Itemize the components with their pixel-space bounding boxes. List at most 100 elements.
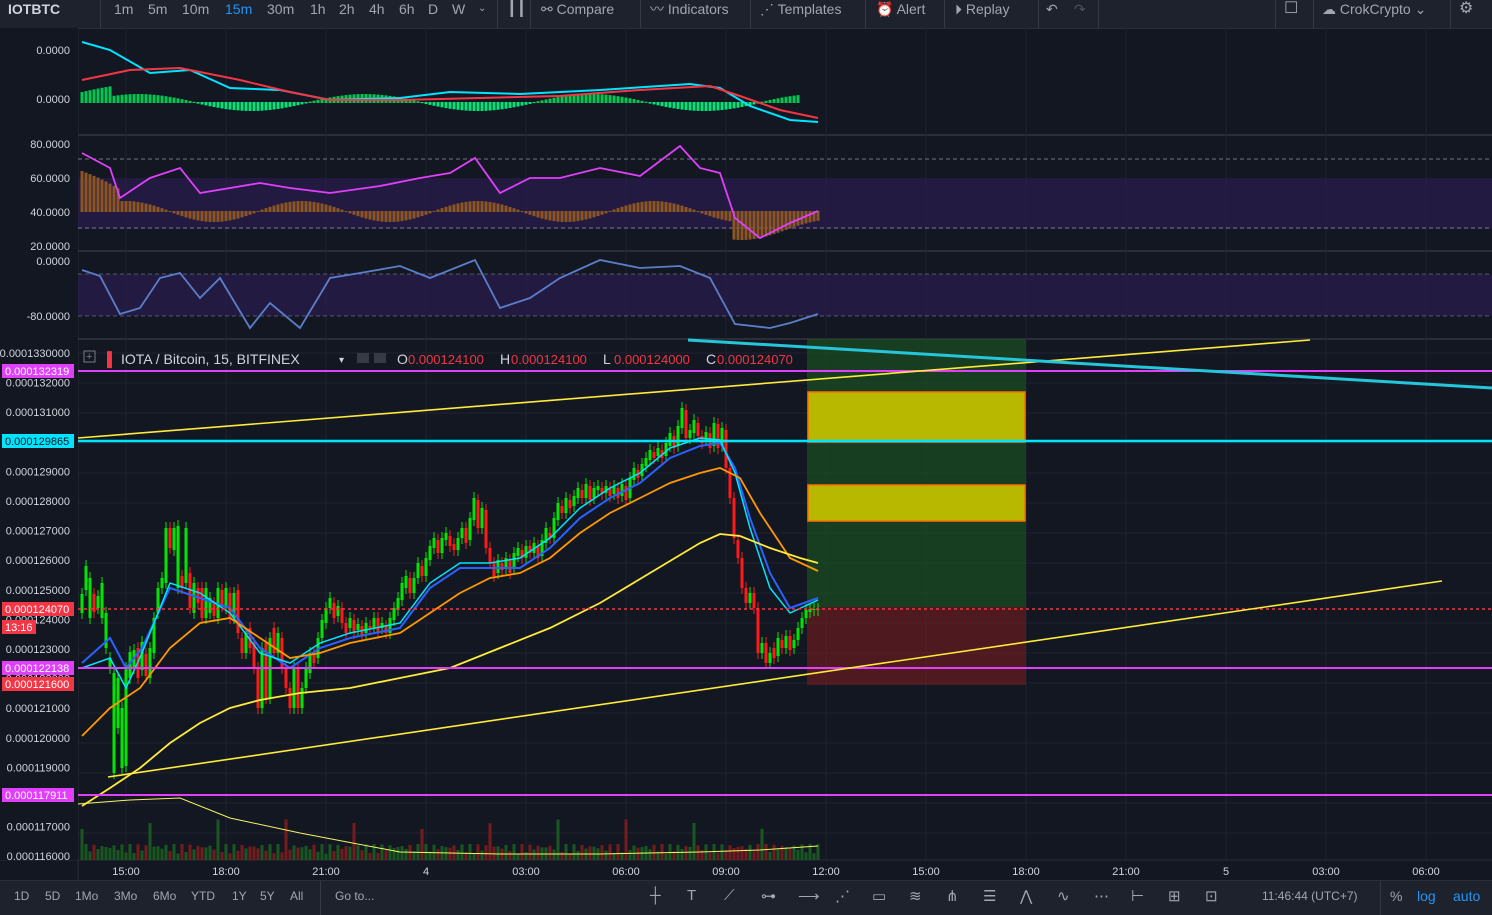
legend-menu-chevron-icon[interactable]: ▾ <box>339 355 344 366</box>
rsi-histogram-bar <box>424 211 428 215</box>
interval-6h[interactable]: 6h <box>399 1 415 17</box>
range-1y[interactable]: 1Y <box>232 889 247 903</box>
candle-body <box>148 648 152 678</box>
volume-bar <box>256 848 260 860</box>
rsi-histogram-bar <box>304 201 308 212</box>
pane2-scale-label: 80.0000 <box>30 139 70 151</box>
rsi-histogram-bar <box>732 211 736 240</box>
interval-4h[interactable]: 4h <box>369 1 385 17</box>
templates-button[interactable]: ⋰ Templates <box>760 1 842 17</box>
histogram-bar <box>172 97 176 103</box>
layout-menu[interactable]: ☁ CrokCrypto ⌄ <box>1322 1 1427 17</box>
interval-menu-chevron-icon[interactable]: ⌄ <box>478 3 487 14</box>
histogram-bar <box>432 102 436 106</box>
range-5y[interactable]: 5Y <box>260 889 275 903</box>
range-1d[interactable]: 1D <box>14 889 30 903</box>
range-3mo[interactable]: 3Mo <box>114 889 138 903</box>
volume-bar <box>92 844 96 860</box>
rsi-histogram-bar <box>324 204 328 212</box>
range-ytd[interactable]: YTD <box>191 889 215 903</box>
volume-bar <box>112 845 116 860</box>
volume-bar <box>212 849 216 860</box>
price-axis[interactable]: 0.0000 0.0000 80.0000 60.0000 40.0000 20.0000… <box>0 28 78 863</box>
zoom-icon[interactable]: ⊡ <box>1205 888 1218 905</box>
interval-1m[interactable]: 1m <box>114 1 134 17</box>
fib-icon[interactable]: ≋ <box>909 888 922 905</box>
interval-1h[interactable]: 1h <box>310 1 326 17</box>
text-tool-icon[interactable]: T <box>687 887 697 904</box>
rsi-histogram-bar <box>648 201 652 212</box>
measure-icon[interactable]: ⊢ <box>1131 888 1145 905</box>
rsi-histogram-bar <box>160 208 164 212</box>
interval-2h[interactable]: 2h <box>339 1 355 17</box>
hline-icon[interactable]: ⊶ <box>761 888 776 905</box>
chart-canvas[interactable]: 0.00000.000080.000060.000040.000020.0000… <box>0 28 1492 880</box>
range-1mo[interactable]: 1Mo <box>75 889 99 903</box>
candle-body <box>376 618 380 633</box>
volume-bar <box>320 844 324 860</box>
candle-body <box>152 618 156 653</box>
compare-button[interactable]: ⚯ Compare <box>541 1 615 17</box>
log-scale-toggle[interactable]: log <box>1417 888 1436 904</box>
pitchfork-icon[interactable]: ⋔ <box>946 888 959 905</box>
candle-body <box>124 668 128 766</box>
rsi-histogram-bar <box>616 208 620 212</box>
interval-5m[interactable]: 5m <box>148 1 168 17</box>
interval-D[interactable]: D <box>428 1 439 17</box>
candle-body <box>592 488 596 498</box>
volume-bar <box>448 847 452 860</box>
range-6mo[interactable]: 6Mo <box>153 889 177 903</box>
candle-body <box>692 420 696 433</box>
volume-bar <box>364 844 368 860</box>
elliott-icon[interactable]: ∿ <box>1057 888 1070 905</box>
redo-icon[interactable]: ↷ <box>1074 1 1086 17</box>
volume-bar <box>300 847 304 860</box>
indicators-button[interactable]: 〰 Indicators <box>650 1 729 17</box>
volume-bar <box>276 844 280 860</box>
histogram-bar <box>492 102 496 111</box>
alert-button[interactable]: ⏰ Alert <box>876 1 926 17</box>
interval-15m[interactable]: 15m <box>225 1 253 17</box>
interval-W[interactable]: W <box>452 1 466 17</box>
candle-body <box>96 596 100 608</box>
rectangle-icon[interactable]: ▭ <box>872 888 887 905</box>
volume-bar <box>396 846 400 860</box>
auto-scale-toggle[interactable]: auto <box>1453 888 1481 904</box>
undo-icon[interactable]: ↶ <box>1046 1 1058 17</box>
candle-body <box>156 588 160 613</box>
goto-date-button[interactable]: Go to... <box>335 889 375 903</box>
pattern-icon[interactable]: ⋀ <box>1020 888 1033 905</box>
interval-10m[interactable]: 10m <box>182 1 210 17</box>
legend-eye-icon[interactable] <box>357 353 369 363</box>
ray-icon[interactable]: ⟶ <box>798 888 820 905</box>
price-scale-label: 0.000117000 <box>7 822 70 834</box>
time-axis[interactable]: 15:00 18:00 21:00 4 03:00 06:00 09:00 12:00 15:0… <box>112 866 1440 878</box>
candle-body <box>544 528 548 543</box>
cursor-icon[interactable]: ┼ <box>650 887 661 904</box>
stop-zone <box>807 607 1026 685</box>
legend-settings-icon[interactable] <box>374 353 386 363</box>
path-icon[interactable]: ⋰ <box>835 888 850 905</box>
histogram-bar <box>448 102 452 109</box>
settings-gear-icon[interactable]: ⚙ <box>1459 0 1474 17</box>
trendline-icon[interactable]: ⟋ <box>724 887 735 904</box>
rsi-histogram-bar <box>716 211 720 219</box>
replay-button[interactable]: ⏵ Replay <box>955 1 1010 17</box>
percent-scale-toggle[interactable]: % <box>1390 888 1403 904</box>
ruler-icon[interactable]: ⊞ <box>1168 888 1181 905</box>
candle-body <box>112 673 116 773</box>
rsi-histogram-bar <box>216 211 220 222</box>
fullscreen-icon[interactable]: ☐ <box>1284 0 1299 17</box>
abc-icon[interactable]: ⋯ <box>1094 888 1109 905</box>
histogram-bar <box>452 102 456 110</box>
range-all[interactable]: All <box>290 889 304 903</box>
interval-30m[interactable]: 30m <box>267 1 295 17</box>
rsi-histogram-bar <box>688 208 692 212</box>
range-5d[interactable]: 5D <box>45 889 61 903</box>
volume-bar <box>336 844 340 860</box>
candles-style-icon[interactable]: ┃┃ <box>507 0 527 17</box>
rsi-histogram-bar <box>796 211 800 226</box>
legend-collapse-icon[interactable] <box>83 350 96 363</box>
gann-icon[interactable]: ☰ <box>983 888 997 905</box>
symbol-search[interactable]: IOTBTC <box>8 1 61 17</box>
